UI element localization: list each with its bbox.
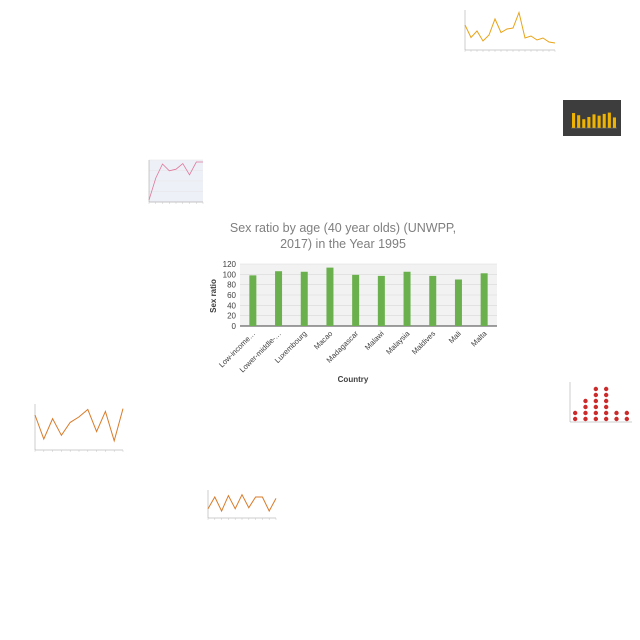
- thumb-bar: [577, 115, 581, 128]
- thumb-bar: [582, 119, 586, 128]
- thumb-dot: [603, 386, 609, 392]
- x-tick-label: Macao: [312, 329, 334, 351]
- chart-title-line1: Sex ratio by age (40 year olds) (UNWPP,: [230, 221, 456, 235]
- thumbnail-line-chart-yellow[interactable]: [447, 2, 559, 60]
- bar: [403, 271, 411, 326]
- thumb-dot: [593, 416, 599, 422]
- thumb-bar: [597, 115, 601, 128]
- main-bar-chart-svg: Sex ratio by age (40 year olds) (UNWPP, …: [209, 221, 497, 384]
- thumbnail-dot-chart-red-svg: [569, 382, 632, 423]
- thumb-bar: [592, 114, 596, 128]
- thumb-dot: [572, 410, 578, 416]
- thumb-dot: [583, 410, 588, 416]
- thumbnail-line-chart-yellow-svg: [464, 10, 556, 52]
- thumb-dot: [583, 404, 588, 410]
- thumb-dot: [624, 416, 630, 422]
- y-tick-label: 0: [232, 322, 237, 331]
- thumb-dot: [593, 392, 599, 398]
- y-tick-label: 60: [227, 291, 236, 300]
- thumb-series-line: [464, 10, 556, 44]
- thumb-series-line: [34, 408, 124, 443]
- thumbnail-line-chart-orange-bottom[interactable]: [202, 482, 280, 528]
- bar: [275, 271, 283, 326]
- thumb-dot: [572, 416, 578, 422]
- thumb-bar: [572, 113, 576, 128]
- thumb-dot: [593, 386, 599, 392]
- y-tick-label: 80: [227, 281, 236, 290]
- x-tick-label: Malaysia: [384, 328, 412, 356]
- thumb-bar: [607, 112, 611, 128]
- bar: [480, 273, 488, 326]
- bar: [429, 275, 437, 326]
- y-tick-label: 40: [227, 301, 236, 310]
- thumb-bar: [612, 117, 616, 128]
- thumb-dot: [593, 404, 599, 410]
- thumb-dot: [603, 404, 609, 410]
- thumb-dot: [603, 392, 609, 398]
- thumbnail-dot-chart-red[interactable]: [558, 376, 636, 432]
- thumb-dot: [593, 410, 599, 416]
- thumb-bar: [602, 113, 606, 128]
- thumb-dot: [614, 410, 619, 416]
- bar: [326, 267, 334, 326]
- main-bar-chart: Sex ratio by age (40 year olds) (UNWPP, …: [200, 212, 510, 392]
- thumb-dot: [603, 398, 609, 404]
- thumbnail-line-chart-pink[interactable]: [137, 154, 209, 214]
- y-tick-label: 20: [227, 312, 236, 321]
- x-tick-label: Malawi: [363, 329, 386, 352]
- bar: [352, 274, 360, 326]
- thumb-dot: [583, 416, 588, 422]
- bar: [249, 275, 257, 326]
- thumb-series-line: [148, 161, 203, 201]
- thumb-dot: [603, 416, 609, 422]
- x-axis-labels: Low-income…Lower-middle-…Luxembourg Macao…: [217, 328, 489, 374]
- thumbnail-line-chart-orange-left[interactable]: [23, 390, 127, 460]
- bar: [454, 279, 462, 326]
- x-tick-label: Maldives: [410, 329, 437, 356]
- thumbnail-bar-chart-dark[interactable]: [563, 100, 621, 136]
- thumbnail-bar-chart-dark-svg: [571, 112, 617, 129]
- x-tick-label: Mali: [447, 329, 463, 345]
- thumbnail-line-chart-orange-bottom-svg: [207, 490, 277, 520]
- bar: [377, 275, 385, 326]
- thumbnail-line-chart-pink-svg: [148, 159, 204, 204]
- y-tick-label: 100: [223, 270, 237, 279]
- thumb-bar: [587, 117, 591, 128]
- x-tick-label: Malta: [469, 328, 489, 348]
- thumb-dot: [603, 410, 609, 416]
- thumb-dot: [593, 398, 599, 404]
- x-axis-title: Country: [338, 375, 369, 384]
- y-tick-label: 120: [223, 260, 237, 269]
- thumb-dot: [614, 416, 619, 422]
- thumb-dot: [583, 398, 588, 404]
- thumb-dot: [624, 410, 630, 416]
- bar: [300, 271, 308, 326]
- y-axis-title: Sex ratio: [209, 279, 218, 313]
- thumbnail-line-chart-orange-left-svg: [34, 404, 124, 452]
- chart-title-line2: 2017) in the Year 1995: [280, 237, 406, 251]
- chart-gridlines: [240, 263, 497, 327]
- thumb-series-line: [207, 493, 277, 513]
- chart-bars: [249, 267, 488, 326]
